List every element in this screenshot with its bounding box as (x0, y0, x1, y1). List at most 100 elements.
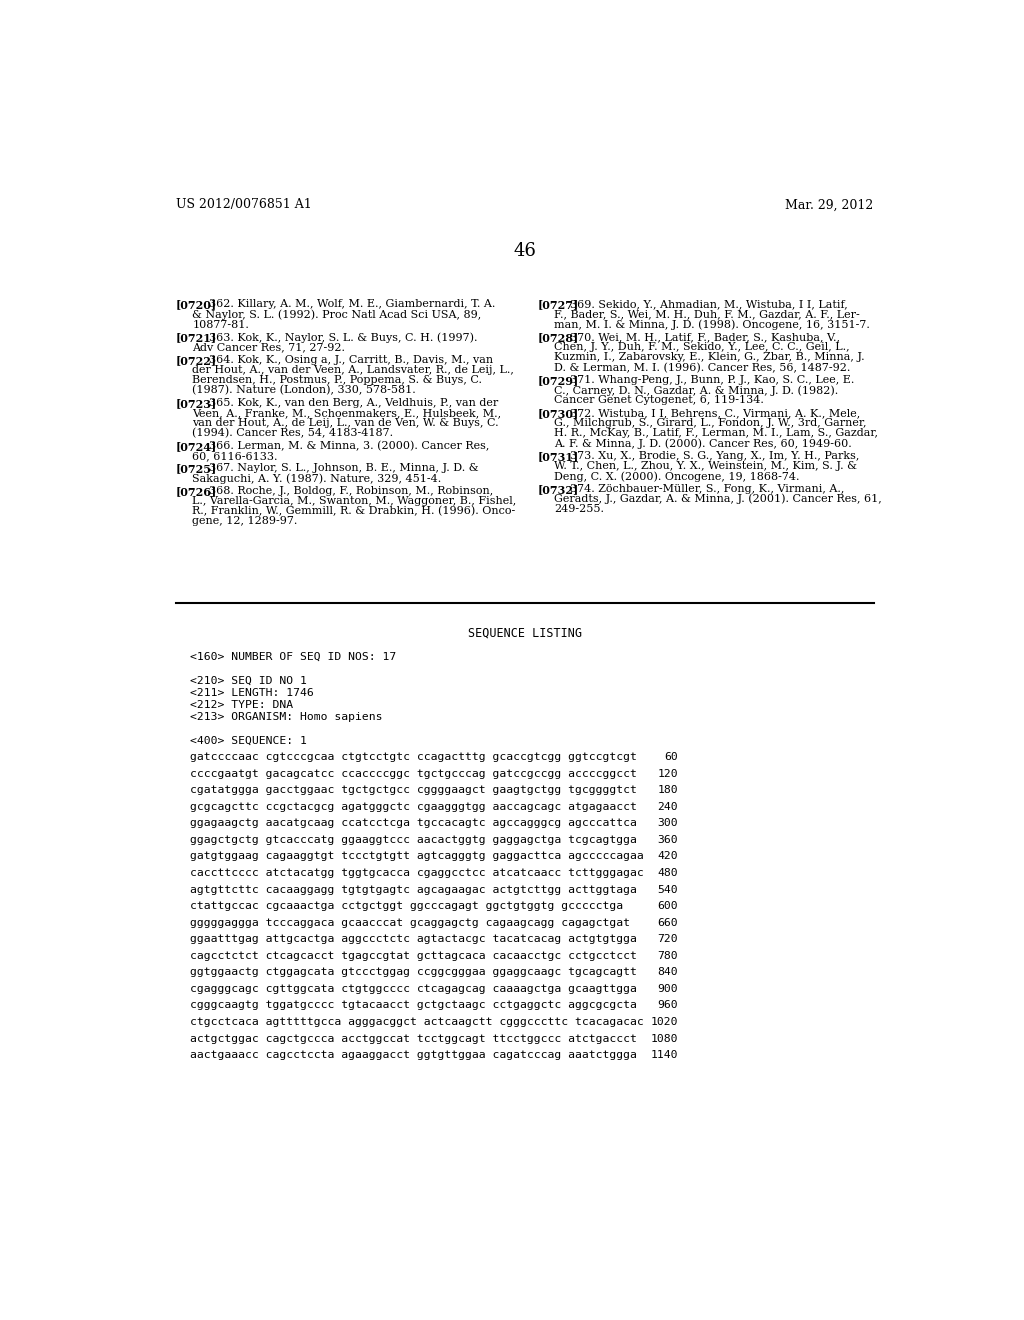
Text: [0726]: [0726] (176, 486, 217, 496)
Text: agtgttcttc cacaaggagg tgtgtgagtc agcagaagac actgtcttgg acttggtaga: agtgttcttc cacaaggagg tgtgtgagtc agcagaa… (190, 884, 637, 895)
Text: F., Bader, S., Wei, M. H., Duh, F. M., Gazdar, A. F., Ler-: F., Bader, S., Wei, M. H., Duh, F. M., G… (554, 309, 860, 319)
Text: 60, 6116-6133.: 60, 6116-6133. (193, 451, 278, 461)
Text: <210> SEQ ID NO 1: <210> SEQ ID NO 1 (190, 676, 307, 686)
Text: cgagggcagc cgttggcata ctgtggcccc ctcagagcag caaaagctga gcaagttgga: cgagggcagc cgttggcata ctgtggcccc ctcagag… (190, 983, 637, 994)
Text: Veen, A., Franke, M., Schoenmakers, E., Hulsbeek, M.,: Veen, A., Franke, M., Schoenmakers, E., … (193, 408, 502, 418)
Text: 600: 600 (657, 902, 678, 911)
Text: D. & Lerman, M. I. (1996). Cancer Res, 56, 1487-92.: D. & Lerman, M. I. (1996). Cancer Res, 5… (554, 363, 851, 374)
Text: 60: 60 (665, 752, 678, 762)
Text: Deng, C. X. (2000). Oncogene, 19, 1868-74.: Deng, C. X. (2000). Oncogene, 19, 1868-7… (554, 471, 800, 482)
Text: <400> SEQUENCE: 1: <400> SEQUENCE: 1 (190, 735, 307, 746)
Text: <212> TYPE: DNA: <212> TYPE: DNA (190, 700, 293, 710)
Text: 368. Roche, J., Boldog, F., Robinson, M., Robinson,: 368. Roche, J., Boldog, F., Robinson, M.… (209, 486, 493, 496)
Text: [0722]: [0722] (176, 355, 217, 366)
Text: 1020: 1020 (650, 1016, 678, 1027)
Text: 371. Whang-Peng, J., Bunn, P. J., Kao, S. C., Lee, E.: 371. Whang-Peng, J., Bunn, P. J., Kao, S… (569, 375, 854, 385)
Text: <213> ORGANISM: Homo sapiens: <213> ORGANISM: Homo sapiens (190, 711, 383, 722)
Text: ggaatttgag attgcactga aggccctctc agtactacgc tacatcacag actgtgtgga: ggaatttgag attgcactga aggccctctc agtacta… (190, 935, 637, 944)
Text: 300: 300 (657, 818, 678, 828)
Text: 480: 480 (657, 869, 678, 878)
Text: H. R., McKay, B., Latif, F., Lerman, M. I., Lam, S., Gazdar,: H. R., McKay, B., Latif, F., Lerman, M. … (554, 428, 879, 438)
Text: <211> LENGTH: 1746: <211> LENGTH: 1746 (190, 688, 313, 698)
Text: G., Milchgrub, S., Girard, L., Fondon, J. W., 3rd, Garner,: G., Milchgrub, S., Girard, L., Fondon, J… (554, 418, 866, 428)
Text: 373. Xu, X., Brodie, S. G., Yang, X., Im, Y. H., Parks,: 373. Xu, X., Brodie, S. G., Yang, X., Im… (569, 451, 859, 461)
Text: [0721]: [0721] (176, 333, 217, 343)
Text: <160> NUMBER OF SEQ ID NOS: 17: <160> NUMBER OF SEQ ID NOS: 17 (190, 652, 396, 661)
Text: Berendsen, H., Postmus, P., Poppema, S. & Buys, C.: Berendsen, H., Postmus, P., Poppema, S. … (193, 375, 482, 385)
Text: 360: 360 (657, 834, 678, 845)
Text: cgggcaagtg tggatgcccc tgtacaacct gctgctaagc cctgaggctc aggcgcgcta: cgggcaagtg tggatgcccc tgtacaacct gctgcta… (190, 1001, 637, 1010)
Text: der Hout, A., van der Veen, A., Landsvater, R., de Leij, L.,: der Hout, A., van der Veen, A., Landsvat… (193, 364, 514, 375)
Text: A. F. & Minna, J. D. (2000). Cancer Res, 60, 1949-60.: A. F. & Minna, J. D. (2000). Cancer Res,… (554, 438, 852, 449)
Text: gggggaggga tcccaggaca gcaacccat gcaggagctg cagaagcagg cagagctgat: gggggaggga tcccaggaca gcaacccat gcaggagc… (190, 917, 630, 928)
Text: 366. Lerman, M. & Minna, 3. (2000). Cancer Res,: 366. Lerman, M. & Minna, 3. (2000). Canc… (209, 441, 489, 451)
Text: [0727]: [0727] (538, 300, 579, 310)
Text: R., Franklin, W., Gemmill, R. & Drabkin, H. (1996). Onco-: R., Franklin, W., Gemmill, R. & Drabkin,… (193, 507, 515, 516)
Text: 370. Wei, M. H., Latif, F., Bader, S., Kashuba, V.,: 370. Wei, M. H., Latif, F., Bader, S., K… (569, 333, 840, 342)
Text: 780: 780 (657, 950, 678, 961)
Text: 364. Kok, K., Osing a, J., Carritt, B., Davis, M., van: 364. Kok, K., Osing a, J., Carritt, B., … (209, 355, 493, 364)
Text: van der Hout, A., de Leij, L., van de Ven, W. & Buys, C.: van der Hout, A., de Leij, L., van de Ve… (193, 418, 499, 428)
Text: 365. Kok, K., van den Berg, A., Veldhuis, P., van der: 365. Kok, K., van den Berg, A., Veldhuis… (209, 397, 498, 408)
Text: Chen, J. Y., Duh, F. M., Sekido, Y., Lee, C. C., Geil, L.,: Chen, J. Y., Duh, F. M., Sekido, Y., Lee… (554, 342, 850, 352)
Text: 363. Kok, K., Naylor, S. L. & Buys, C. H. (1997).: 363. Kok, K., Naylor, S. L. & Buys, C. H… (209, 333, 477, 343)
Text: 540: 540 (657, 884, 678, 895)
Text: gatccccaac cgtcccgcaa ctgtcctgtc ccagactttg gcaccgtcgg ggtccgtcgt: gatccccaac cgtcccgcaa ctgtcctgtc ccagact… (190, 752, 637, 762)
Text: Mar. 29, 2012: Mar. 29, 2012 (785, 198, 873, 211)
Text: 900: 900 (657, 983, 678, 994)
Text: cgatatggga gacctggaac tgctgctgcc cggggaagct gaagtgctgg tgcggggtct: cgatatggga gacctggaac tgctgctgcc cggggaa… (190, 785, 637, 795)
Text: ggagctgctg gtcacccatg ggaaggtccc aacactggtg gaggagctga tcgcagtgga: ggagctgctg gtcacccatg ggaaggtccc aacactg… (190, 834, 637, 845)
Text: [0730]: [0730] (538, 408, 579, 418)
Text: [0731]: [0731] (538, 451, 579, 462)
Text: Geradts, J., Gazdar, A. & Minna, J. (2001). Cancer Res, 61,: Geradts, J., Gazdar, A. & Minna, J. (200… (554, 494, 882, 504)
Text: ccccgaatgt gacagcatcc ccaccccggc tgctgcccag gatccgccgg accccggcct: ccccgaatgt gacagcatcc ccaccccggc tgctgcc… (190, 768, 637, 779)
Text: [0720]: [0720] (176, 300, 217, 310)
Text: 720: 720 (657, 935, 678, 944)
Text: L., Varella-Garcia, M., Swanton, M., Waggoner, B., Fishel,: L., Varella-Garcia, M., Swanton, M., Wag… (193, 496, 516, 506)
Text: 249-255.: 249-255. (554, 504, 604, 513)
Text: [0725]: [0725] (176, 463, 217, 474)
Text: 374. Zöchbauer-Müller, S., Fong, K., Virmani, A.,: 374. Zöchbauer-Müller, S., Fong, K., Vir… (569, 483, 844, 494)
Text: C., Carney, D. N., Gazdar, A. & Minna, J. D. (1982).: C., Carney, D. N., Gazdar, A. & Minna, J… (554, 385, 839, 396)
Text: (1987). Nature (London), 330, 578-581.: (1987). Nature (London), 330, 578-581. (193, 385, 416, 396)
Text: 367. Naylor, S. L., Johnson, B. E., Minna, J. D. &: 367. Naylor, S. L., Johnson, B. E., Minn… (209, 463, 478, 474)
Text: W. T., Chen, L., Zhou, Y. X., Weinstein, M., Kim, S. J. &: W. T., Chen, L., Zhou, Y. X., Weinstein,… (554, 461, 857, 471)
Text: (1994). Cancer Res, 54, 4183-4187.: (1994). Cancer Res, 54, 4183-4187. (193, 428, 393, 438)
Text: [0728]: [0728] (538, 333, 579, 343)
Text: ctattgccac cgcaaactga cctgctggt ggcccagagt ggctgtggtg gccccctga: ctattgccac cgcaaactga cctgctggt ggcccaga… (190, 902, 624, 911)
Text: gene, 12, 1289-97.: gene, 12, 1289-97. (193, 516, 298, 527)
Text: gcgcagcttc ccgctacgcg agatgggctc cgaagggtgg aaccagcagc atgagaacct: gcgcagcttc ccgctacgcg agatgggctc cgaaggg… (190, 801, 637, 812)
Text: 10877-81.: 10877-81. (193, 319, 249, 330)
Text: caccttcccc atctacatgg tggtgcacca cgaggcctcc atcatcaacc tcttgggagac: caccttcccc atctacatgg tggtgcacca cgaggcc… (190, 869, 644, 878)
Text: 1080: 1080 (650, 1034, 678, 1044)
Text: 660: 660 (657, 917, 678, 928)
Text: 180: 180 (657, 785, 678, 795)
Text: Cancer Genet Cytogenet, 6, 119-134.: Cancer Genet Cytogenet, 6, 119-134. (554, 396, 764, 405)
Text: 46: 46 (513, 242, 537, 260)
Text: 1140: 1140 (650, 1051, 678, 1060)
Text: US 2012/0076851 A1: US 2012/0076851 A1 (176, 198, 311, 211)
Text: 240: 240 (657, 801, 678, 812)
Text: 960: 960 (657, 1001, 678, 1010)
Text: 120: 120 (657, 768, 678, 779)
Text: cagcctctct ctcagcacct tgagccgtat gcttagcaca cacaacctgc cctgcctcct: cagcctctct ctcagcacct tgagccgtat gcttagc… (190, 950, 637, 961)
Text: gatgtggaag cagaaggtgt tccctgtgtt agtcagggtg gaggacttca agcccccagaa: gatgtggaag cagaaggtgt tccctgtgtt agtcagg… (190, 851, 644, 862)
Text: Adv Cancer Res, 71, 27-92.: Adv Cancer Res, 71, 27-92. (193, 342, 345, 352)
Text: 840: 840 (657, 968, 678, 977)
Text: 372. Wistuba, I I, Behrens, C., Virmani, A. K., Mele,: 372. Wistuba, I I, Behrens, C., Virmani,… (569, 408, 860, 418)
Text: Sakaguchi, A. Y. (1987). Nature, 329, 451-4.: Sakaguchi, A. Y. (1987). Nature, 329, 45… (193, 474, 441, 484)
Text: actgctggac cagctgccca acctggccat tcctggcagt ttcctggccc atctgaccct: actgctggac cagctgccca acctggccat tcctggc… (190, 1034, 637, 1044)
Text: aactgaaacc cagcctccta agaaggacct ggtgttggaa cagatcccag aaatctggga: aactgaaacc cagcctccta agaaggacct ggtgttg… (190, 1051, 637, 1060)
Text: 420: 420 (657, 851, 678, 862)
Text: ctgcctcaca agtttttgcca agggacggct actcaagctt cgggcccttc tcacagacac: ctgcctcaca agtttttgcca agggacggct actcaa… (190, 1016, 644, 1027)
Text: ggtggaactg ctggagcata gtccctggag ccggcgggaa ggaggcaagc tgcagcagtt: ggtggaactg ctggagcata gtccctggag ccggcgg… (190, 968, 637, 977)
Text: ggagaagctg aacatgcaag ccatcctcga tgccacagtc agccagggcg agcccattca: ggagaagctg aacatgcaag ccatcctcga tgccaca… (190, 818, 637, 828)
Text: 369. Sekido, Y., Ahmadian, M., Wistuba, I I, Latif,: 369. Sekido, Y., Ahmadian, M., Wistuba, … (569, 300, 848, 309)
Text: [0729]: [0729] (538, 375, 579, 385)
Text: 362. Killary, A. M., Wolf, M. E., Giambernardi, T. A.: 362. Killary, A. M., Wolf, M. E., Giambe… (209, 300, 495, 309)
Text: SEQUENCE LISTING: SEQUENCE LISTING (468, 627, 582, 640)
Text: [0732]: [0732] (538, 483, 579, 495)
Text: & Naylor, S. L. (1992). Proc Natl Acad Sci USA, 89,: & Naylor, S. L. (1992). Proc Natl Acad S… (193, 309, 481, 319)
Text: Kuzmin, I., Zabarovsky, E., Klein, G., Zbar, B., Minna, J.: Kuzmin, I., Zabarovsky, E., Klein, G., Z… (554, 352, 865, 363)
Text: [0723]: [0723] (176, 397, 217, 409)
